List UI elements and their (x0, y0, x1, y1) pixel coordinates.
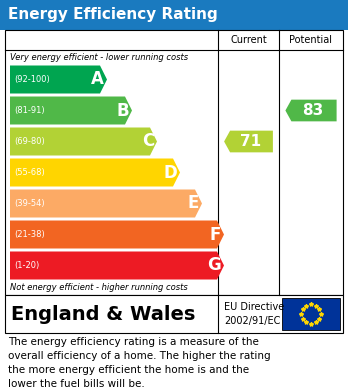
Text: G: G (207, 256, 221, 274)
Text: Very energy efficient - lower running costs: Very energy efficient - lower running co… (10, 52, 188, 61)
Text: (55-68): (55-68) (14, 168, 45, 177)
Text: Not energy efficient - higher running costs: Not energy efficient - higher running co… (10, 283, 188, 292)
Polygon shape (10, 66, 107, 93)
Polygon shape (10, 127, 157, 156)
Text: D: D (163, 163, 177, 181)
Text: (69-80): (69-80) (14, 137, 45, 146)
Polygon shape (285, 100, 337, 121)
Text: England & Wales: England & Wales (11, 305, 195, 323)
Text: C: C (142, 133, 154, 151)
Text: 71: 71 (240, 134, 261, 149)
Polygon shape (10, 221, 224, 249)
Text: Energy Efficiency Rating: Energy Efficiency Rating (8, 7, 218, 23)
Text: Potential: Potential (290, 35, 332, 45)
Text: EU Directive
2002/91/EC: EU Directive 2002/91/EC (224, 302, 284, 326)
Polygon shape (10, 97, 132, 124)
Polygon shape (10, 190, 202, 217)
Polygon shape (10, 251, 224, 280)
Text: A: A (91, 70, 104, 88)
Text: Current: Current (230, 35, 267, 45)
Bar (5, 30, 343, 295)
Bar (5, 295, 343, 333)
Text: 83: 83 (302, 103, 324, 118)
Bar (0, 0, 348, 30)
Polygon shape (224, 131, 273, 152)
Text: (39-54): (39-54) (14, 199, 45, 208)
Text: (21-38): (21-38) (14, 230, 45, 239)
Text: (92-100): (92-100) (14, 75, 50, 84)
Text: The energy efficiency rating is a measure of the
overall efficiency of a home. T: The energy efficiency rating is a measur… (8, 337, 271, 389)
Text: (81-91): (81-91) (14, 106, 45, 115)
Bar (282, 298, 340, 330)
Text: (1-20): (1-20) (14, 261, 39, 270)
Text: E: E (188, 194, 199, 212)
Text: B: B (116, 102, 129, 120)
Text: F: F (209, 226, 221, 244)
Polygon shape (10, 158, 180, 187)
